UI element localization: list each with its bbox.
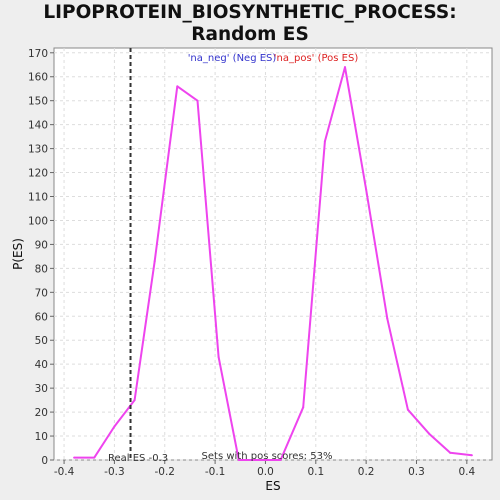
x-tick-label: -0.4 [54,466,75,478]
real-es-label: Real ES -0.3 [108,453,168,464]
es-data-point [153,260,156,263]
es-data-point [133,399,136,402]
x-tick-label: -0.3 [104,466,125,478]
es-data-point [302,406,305,409]
y-tick-label: 0 [41,455,48,467]
y-tick-label: 10 [35,431,48,443]
y-tick-label: 80 [35,263,48,275]
y-tick-label: 170 [28,48,48,60]
x-tick-label: 0.0 [257,466,274,478]
y-tick-label: 120 [28,168,48,180]
es-data-point [258,459,261,461]
plot-area [53,47,493,461]
y-axis-label: P(ES) [11,238,25,270]
es-data-point [323,140,326,143]
es-data-point [237,459,240,461]
es-data-point [279,459,282,461]
es-distribution-line [74,66,473,461]
y-tick-label: 110 [28,192,48,204]
es-data-point [365,188,368,191]
es-data-point [449,451,452,454]
y-tick-label: 70 [35,287,48,299]
y-tick-label: 90 [35,239,48,251]
y-tick-label: 60 [35,311,48,323]
x-axis-label: ES [265,479,280,493]
y-tick-label: 40 [35,359,48,371]
y-tick-label: 150 [28,96,48,108]
x-tick-label: 0.1 [307,466,324,478]
y-tick-label: 50 [35,335,48,347]
legend-pos-label: 'na_pos' (Pos ES) [274,53,359,64]
es-data-point [217,356,220,358]
x-tick-label: 0.4 [458,466,475,478]
x-tick-label: 0.3 [408,466,425,478]
chart-title-line1: LIPOPROTEIN_BIOSYNTHETIC_PROCESS: Random… [43,2,457,45]
grid-lines [54,48,492,461]
y-tick-label: 30 [35,383,48,395]
y-tick-label: 140 [28,120,48,132]
legend-neg-label: 'na_neg' (Neg ES) [188,53,277,64]
axis-ticks: 0 10 20 30 40 50 60 70 80 90 100 110 120 130 140 150 160… [28,48,476,478]
pos-scores-annotation: Sets with pos scores: 53% [202,451,333,462]
y-tick-label: 100 [28,215,48,227]
x-tick-label: 0.2 [358,466,375,478]
es-data-point [386,317,389,320]
x-tick-label: -0.1 [205,466,226,478]
es-data-point [176,85,179,88]
y-tick-label: 20 [35,407,48,419]
es-data-point [406,408,409,411]
es-data-point [93,456,96,459]
es-data-point [343,66,346,69]
es-data-point [113,425,116,428]
series-layer [73,66,473,461]
y-tick-label: 160 [28,72,48,84]
es-data-point [73,456,76,459]
x-tick-label: -0.2 [155,466,176,478]
es-data-point [428,432,431,435]
es-data-point [196,99,199,102]
es-data-point [470,454,473,457]
y-tick-label: 130 [28,144,48,156]
